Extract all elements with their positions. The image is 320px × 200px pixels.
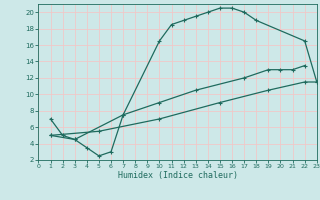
X-axis label: Humidex (Indice chaleur): Humidex (Indice chaleur) <box>118 171 238 180</box>
